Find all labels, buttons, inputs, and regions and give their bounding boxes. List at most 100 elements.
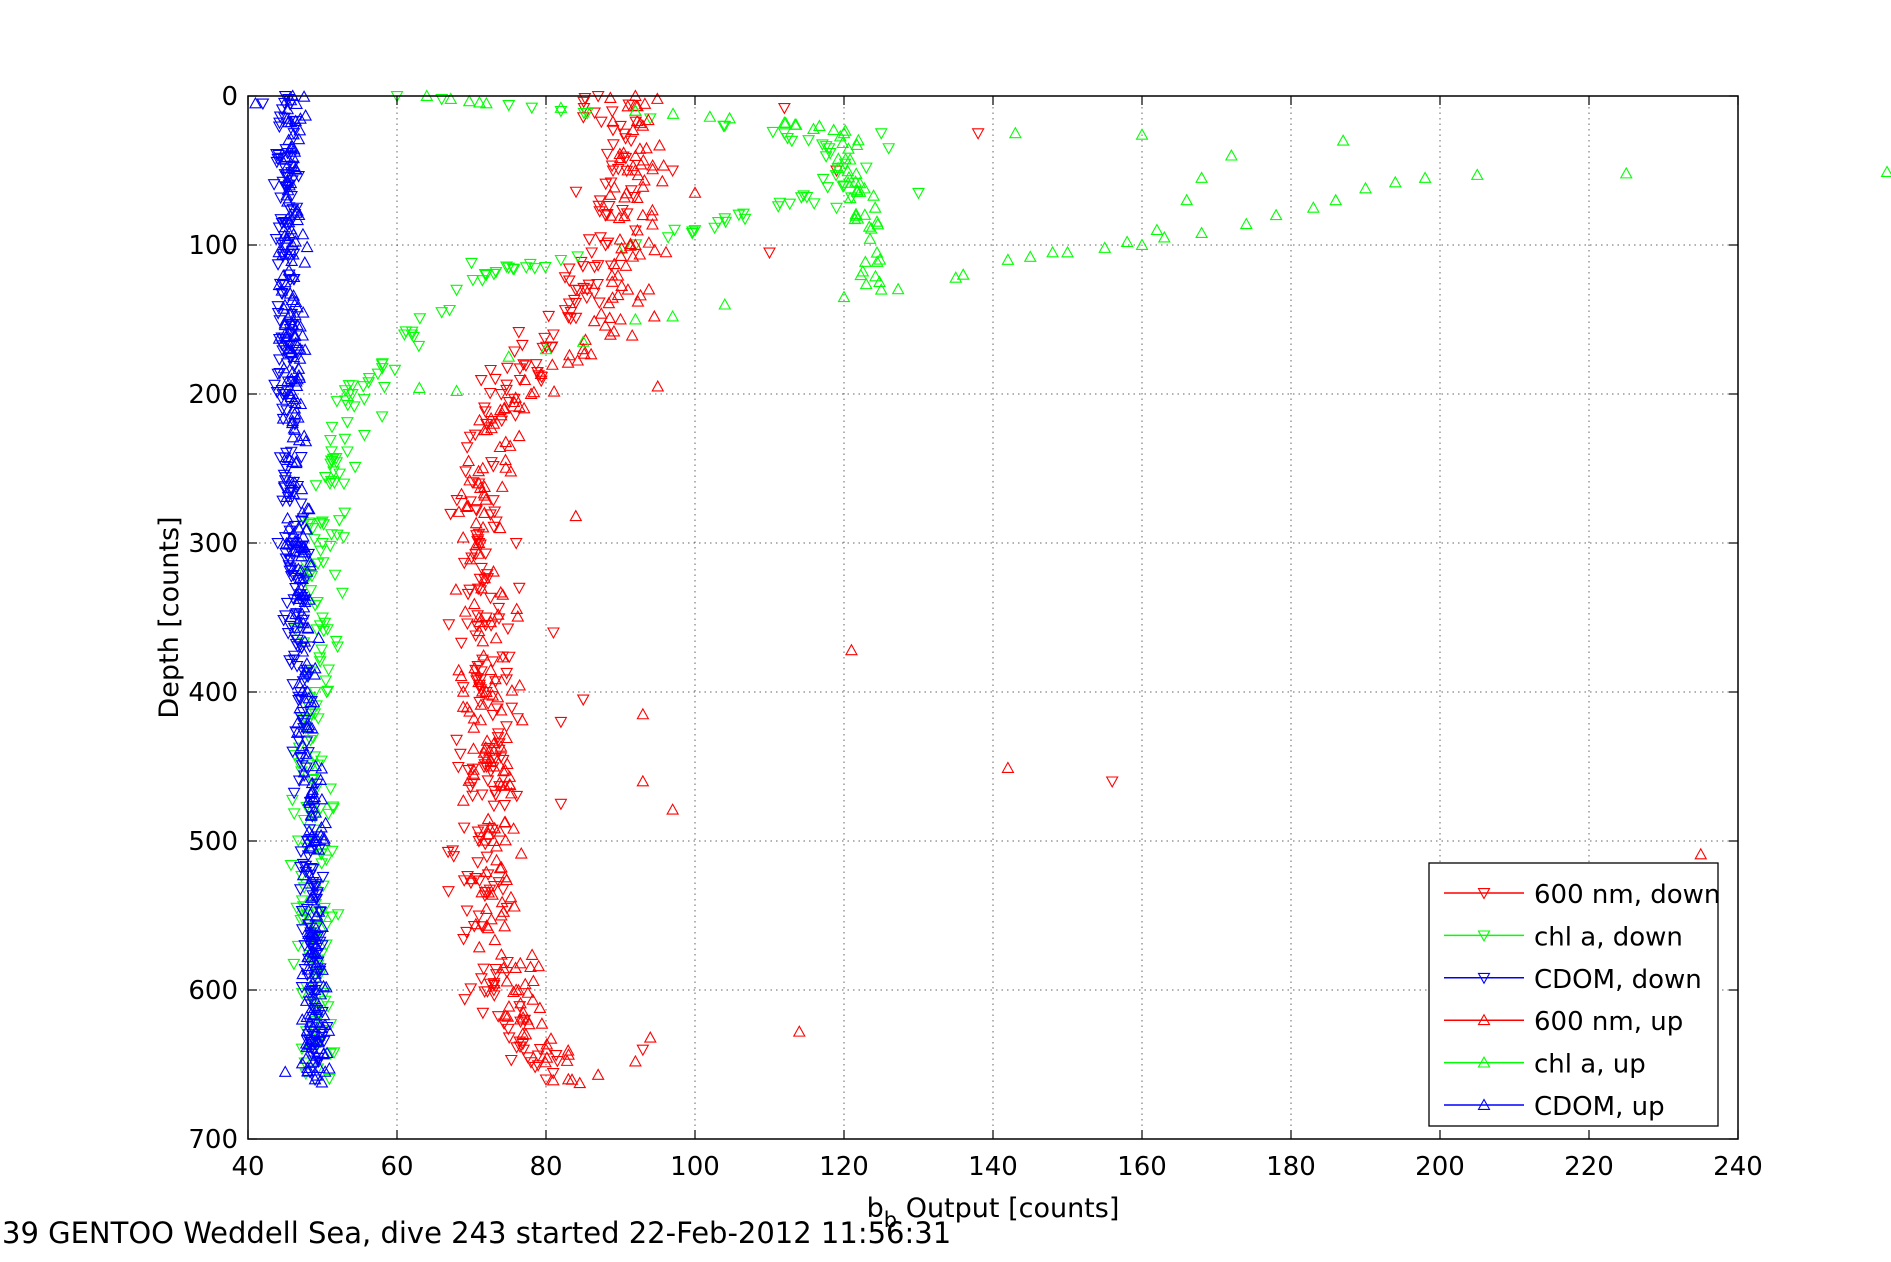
x-tick-label: 120 [819,1152,869,1182]
legend-label: chl a, up [1534,1050,1646,1080]
data-point [629,149,642,161]
data-point [777,116,791,128]
data-point [604,260,618,273]
data-point [491,732,505,744]
data-point [525,102,539,115]
data-point [287,958,301,971]
data-point [874,128,888,140]
data-point [460,926,474,939]
data-point [708,222,722,235]
data-point [487,268,501,281]
data-point [304,978,318,991]
data-point [538,262,552,274]
data-point [358,429,371,442]
data-point [480,423,494,435]
data-point [485,416,498,428]
data-point [646,203,659,216]
data-point [317,979,330,992]
data-point [474,375,488,387]
data-point [287,654,301,667]
data-point [435,307,449,319]
data-point [1120,235,1134,247]
data-point [309,947,323,960]
data-point [849,207,863,220]
data-point [461,499,475,512]
data-point [831,152,845,164]
data-point [283,287,297,299]
data-point [314,545,327,558]
data-point [531,1050,545,1063]
data-point [481,812,495,825]
data-point [843,152,857,165]
data-point [493,403,507,416]
data-point [317,1008,331,1021]
data-point [849,209,863,221]
data-point [375,411,389,423]
y-tick-label: 700 [188,1125,238,1155]
data-point [463,552,477,565]
data-point [487,881,501,893]
data-point [279,547,293,560]
data-point [523,258,537,271]
data-point [870,215,884,227]
data-point [501,1010,515,1022]
data-point [719,216,733,229]
data-point [476,520,490,533]
data-point [321,624,334,636]
data-point [288,396,302,408]
data-point [1329,193,1343,206]
data-point [286,318,300,330]
data-point [450,384,464,396]
data-point [651,379,665,392]
data-point [309,932,323,944]
data-point [858,208,872,220]
data-point [292,433,306,446]
legend-label: chl a, down [1534,922,1683,952]
data-point [289,163,303,175]
data-point [500,974,514,987]
data-point [303,641,317,653]
data-point [476,461,490,474]
data-point [606,115,620,127]
data-point [294,693,307,706]
data-point [498,763,512,776]
data-point [563,348,576,361]
data-point [859,277,873,290]
data-point [321,1001,335,1013]
data-point [287,142,301,155]
data-point [859,162,873,175]
data-point [599,240,613,252]
data-point [325,529,338,541]
data-point [505,786,518,799]
data-point [661,232,675,244]
legend-label: 600 nm, down [1534,880,1720,910]
data-point [489,267,503,279]
data-point [308,687,322,699]
data-point [478,406,492,419]
data-point [484,912,498,925]
data-point [274,192,288,205]
data-point [845,192,858,204]
data-point [819,151,833,163]
data-point [522,1017,536,1030]
data-point [864,222,878,234]
data-point [777,102,791,115]
data-point [294,498,308,511]
data-point [298,343,312,355]
data-point [783,198,797,211]
data-point [766,126,780,139]
data-point [493,521,507,534]
data-point [298,256,312,268]
data-point [495,860,508,873]
data-point [831,161,845,174]
data-point [459,466,473,478]
data-point [499,461,513,473]
data-point [466,274,480,287]
data-point [282,247,296,260]
data-point [291,634,305,647]
data-point [338,507,352,520]
data-point [479,685,493,697]
data-point [467,721,481,733]
data-point [297,614,311,627]
data-point [301,685,315,697]
